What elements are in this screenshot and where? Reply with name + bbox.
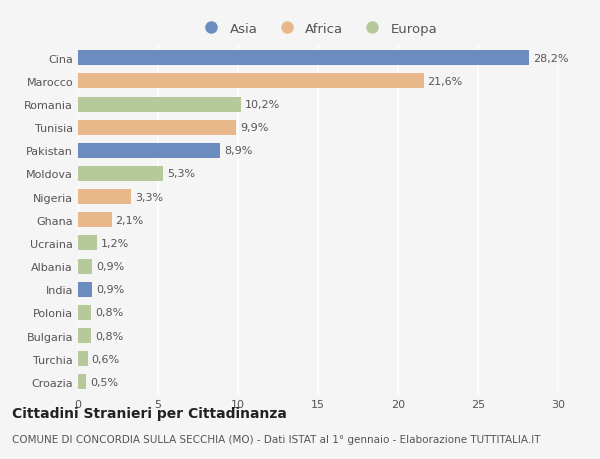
Text: 2,1%: 2,1% [116,215,144,225]
Bar [78,167,163,182]
Bar [78,74,424,89]
Text: 0,9%: 0,9% [97,262,125,272]
Bar [78,328,91,343]
Text: 28,2%: 28,2% [533,54,569,64]
Bar [78,144,220,158]
Bar [78,236,97,251]
Text: 21,6%: 21,6% [428,77,463,87]
Text: 0,9%: 0,9% [97,285,125,295]
Legend: Asia, Africa, Europa: Asia, Africa, Europa [193,17,443,41]
Bar [78,375,86,390]
Text: 0,8%: 0,8% [95,331,123,341]
Text: 5,3%: 5,3% [167,169,195,179]
Bar [78,305,91,320]
Text: 0,5%: 0,5% [90,377,118,387]
Text: 10,2%: 10,2% [245,100,280,110]
Bar [78,282,92,297]
Bar [78,213,112,228]
Text: Cittadini Stranieri per Cittadinanza: Cittadini Stranieri per Cittadinanza [12,406,287,420]
Bar [78,190,131,205]
Bar [78,352,88,366]
Text: 9,9%: 9,9% [241,123,269,133]
Bar [78,120,236,135]
Bar [78,259,92,274]
Bar [78,97,241,112]
Text: 0,8%: 0,8% [95,308,123,318]
Bar [78,51,529,66]
Text: 1,2%: 1,2% [101,238,130,248]
Text: 8,9%: 8,9% [224,146,253,156]
Text: 0,6%: 0,6% [92,354,120,364]
Text: 3,3%: 3,3% [135,192,163,202]
Text: COMUNE DI CONCORDIA SULLA SECCHIA (MO) - Dati ISTAT al 1° gennaio - Elaborazione: COMUNE DI CONCORDIA SULLA SECCHIA (MO) -… [12,434,541,444]
